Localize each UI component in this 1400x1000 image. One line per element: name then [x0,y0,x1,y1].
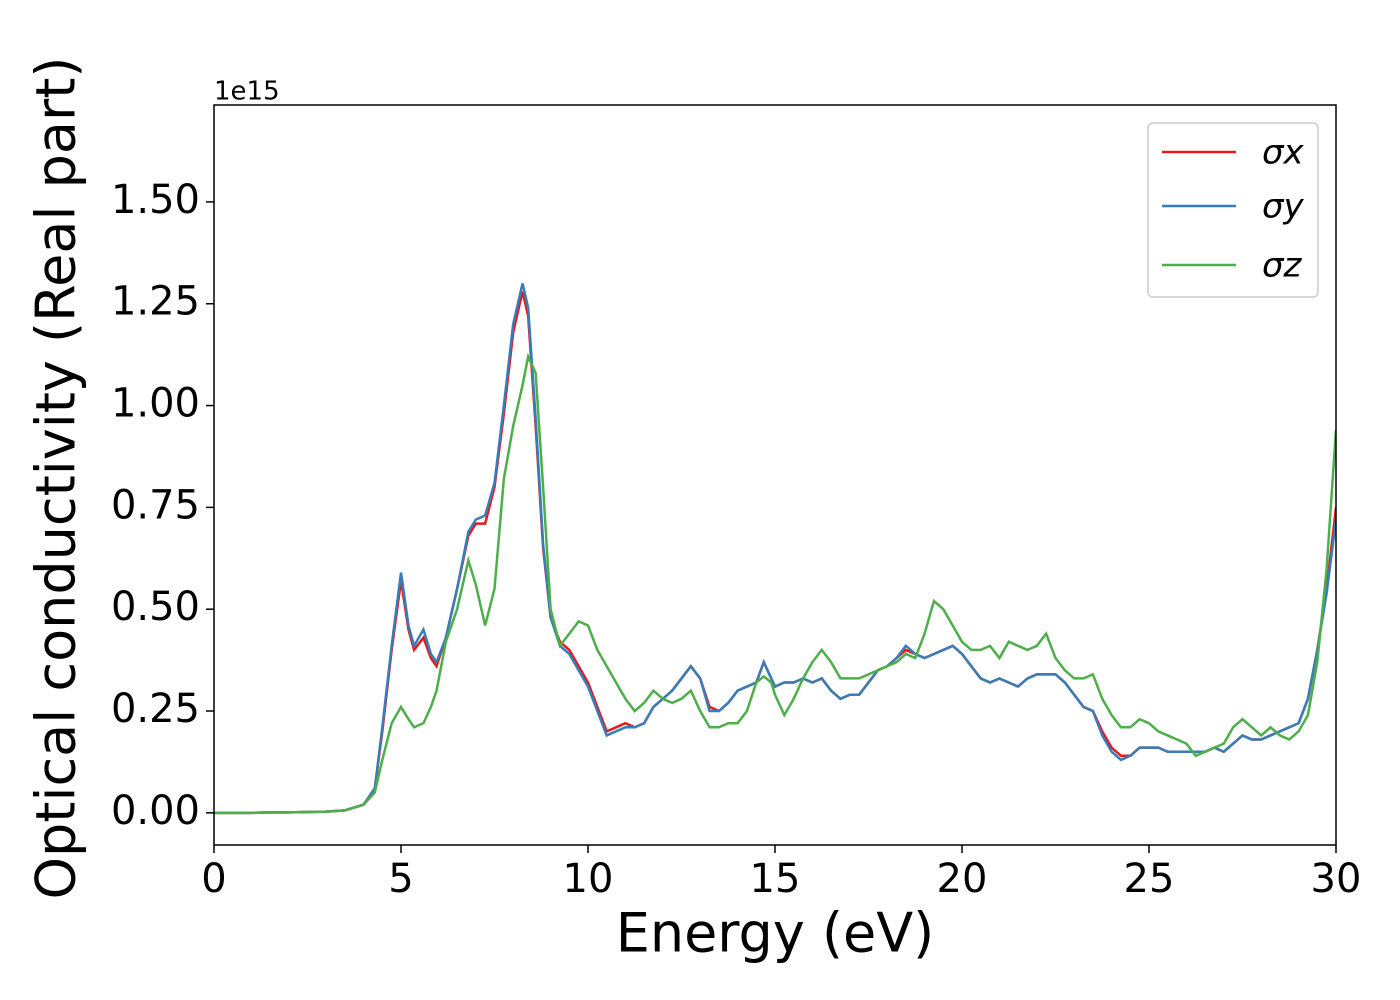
legend-label: σz [1262,246,1303,286]
x-tick-label: 20 [937,856,988,902]
legend-box [1147,122,1319,298]
plot-frame [213,104,1337,846]
x-tick-label: 0 [201,856,226,902]
y-tick-label: 0.25 [111,686,200,732]
offset-label: 1e15 [214,77,280,107]
legend-label: σy [1262,187,1305,227]
series-line [214,352,1336,815]
x-tick-label: 25 [1124,856,1175,902]
y-axis-label: Optical conductivity (Real part) [25,57,88,900]
y-tick-label: 1.25 [111,279,200,325]
y-tick-label: 0.75 [111,482,200,528]
x-tick-label: 30 [1311,856,1362,902]
x-tick-label: 10 [563,856,614,902]
x-axis-label: Energy (eV) [616,902,935,965]
y-tick-label: 0.50 [111,584,200,630]
legend-label: σx [1262,133,1305,173]
series-line [214,283,1336,815]
x-tick-label: 15 [750,856,801,902]
y-tick-label: 1.00 [111,381,200,427]
x-tick-label: 5 [388,856,413,902]
y-tick-label: 1.50 [111,177,200,223]
y-tick-label: 0.00 [111,788,200,834]
